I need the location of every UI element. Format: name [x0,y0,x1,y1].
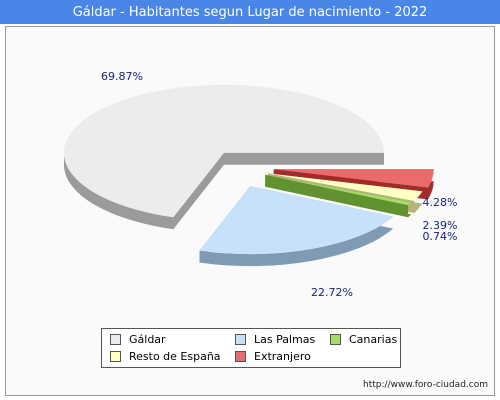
pie-label-las-palmas: 22.72% [311,286,353,299]
legend-swatch-las-palmas [235,334,246,345]
legend-item-extranjero: Extranjero [235,350,311,363]
legend-item-resto-espana: Resto de España [110,350,221,363]
legend-label-canarias: Canarias [349,333,398,346]
legend-swatch-canarias [330,334,341,345]
pie-slice-resto-espana [268,173,423,202]
pie-labels: 69.87% 4.28% 2.39%0.74% 22.72% [101,70,457,299]
pie-slice-canarias [265,174,412,206]
pie-slice-las-palmas [199,186,394,255]
pie-label-canarias: 0.74% [423,230,458,243]
legend-swatch-resto-espana [110,351,121,362]
legend-label-galdar: Gáldar [129,333,166,346]
legend-item-galdar: Gáldar [110,333,166,346]
source-credit: http://www.foro-ciudad.com [363,380,488,390]
legend-label-las-palmas: Las Palmas [254,333,316,346]
pie-label-resto-espana: 2.39% [423,219,458,232]
legend-label-resto-espana: Resto de España [129,350,221,363]
pie-label-extranjero: 4.28% [423,196,458,209]
pie-slice-galdar [63,84,384,218]
pie-side-las-palmas [199,186,394,267]
chart-title: Gáldar - Habitantes segun Lugar de nacim… [0,0,500,24]
legend-item-las-palmas: Las Palmas [235,333,315,346]
pie-slice-extranjero [273,169,434,188]
pie-label-galdar: 69.87% [101,70,143,83]
legend-item-canarias: Canarias [330,333,397,346]
pie-tops [63,84,434,255]
legend-swatch-galdar [110,334,121,345]
pie-side-galdar [63,152,384,230]
legend: Gáldar Las Palmas Canarias Resto de Espa… [101,328,401,368]
legend-swatch-extranjero [235,351,246,362]
legend-label-extranjero: Extranjero [254,350,311,363]
pie-side-canarias [265,174,412,218]
